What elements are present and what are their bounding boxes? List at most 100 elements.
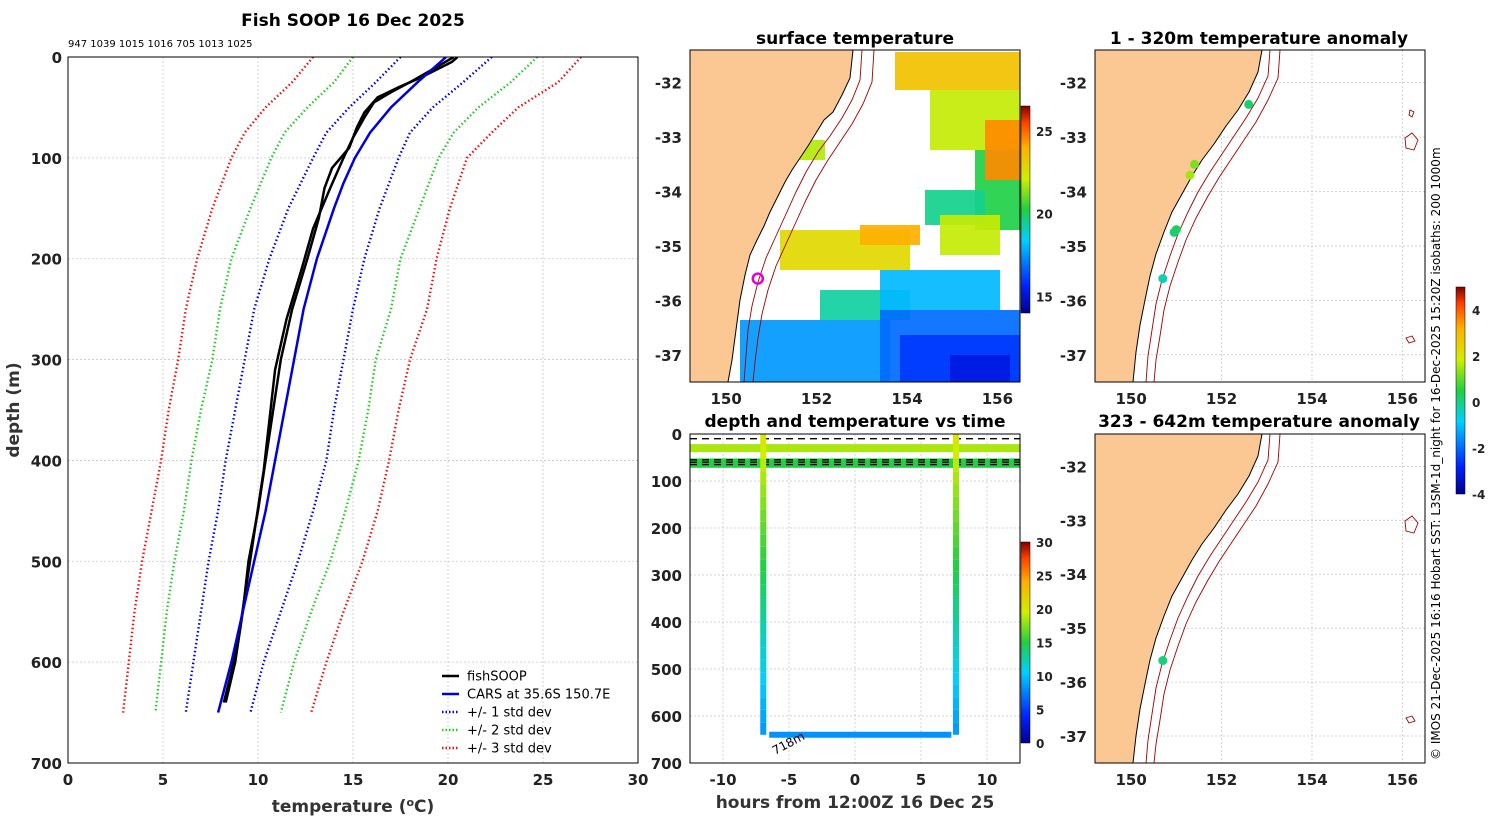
depth-time-track [690,434,1020,738]
anomaly-point [1185,170,1195,180]
seamount-contour [1404,109,1419,344]
anomaly-deep-tick-labels: 150 152 154 156 -32 -33 -34 -35 -36 -37 [1060,458,1418,789]
sst-title: surface temperature [756,29,954,49]
anomaly-shallow-title: 1 - 320m temperature anomaly [1110,29,1408,49]
colorbar-tick-label: 25 [1036,125,1053,139]
colorbar-tick-label: 15 [1036,637,1053,651]
anomaly-deep-axes-box [1094,433,1426,764]
y-tick-label: -32 [655,75,682,93]
anomaly-point [1158,656,1168,666]
profile-xlabel: temperature (oC) [272,796,435,818]
x-tick-label: 20 [438,771,459,789]
colorbar-tick-label: 15 [1036,290,1053,304]
y-tick-label: -36 [655,292,682,310]
y-tick-label: -35 [1060,238,1087,256]
series-line-fishsoop [224,57,459,703]
depth-time-colorbar-ticks: 0 5 10 15 20 25 30 [1036,536,1053,751]
y-tick-label: 700 [651,755,682,773]
y-tick-label: 600 [31,654,62,672]
legend-entry: +/- 3 std dev [467,742,552,757]
sst-map-panel: 150 152 154 156 -32 -33 -34 -35 -36 -37 surface t… [655,29,1053,408]
series-line--2-std-dev [279,57,539,713]
sst-colorbar [1020,105,1031,314]
y-tick-label: 300 [651,567,682,585]
profile-subtitle: 947 1039 1015 1016 705 1013 1025 [68,39,253,50]
y-tick-label: 0 [52,49,62,67]
y-tick-label: -34 [1060,184,1087,202]
colorbar-tick-label: 20 [1036,603,1053,617]
legend-entry: fishSOOP [467,670,527,685]
colorbar-tick-label: 20 [1036,208,1053,222]
series-line--3-std-dev [121,57,315,713]
sst-patch [950,355,1010,382]
y-tick-label: 100 [31,150,62,168]
depth-time-axes-box [689,433,1021,764]
profile-title: Fish SOOP 16 Dec 2025 [241,11,465,31]
colorbar-tick-label: 5 [1036,704,1044,718]
x-tick-label: 150 [711,390,742,408]
depth-time-xlabel: hours from 12:00Z 16 Dec 25 [716,793,995,813]
anomaly-colorbar [1455,286,1466,495]
colorbar-tick-label: 4 [1472,304,1480,318]
colorbar-tick-label: 2 [1472,350,1480,364]
anomaly-shallow-axes-box [1094,49,1426,383]
surface-band [690,444,1020,453]
sst-tick-labels: 150 152 154 156 -32 -33 -34 -35 -36 -37 [655,75,1013,408]
sst-field [740,52,1020,382]
sst-patch [860,225,920,245]
cast-location-marker [751,272,765,285]
series-line--1-std-dev [249,57,493,713]
y-tick-label: -34 [1060,566,1087,584]
anomaly-deep-points [1158,656,1168,666]
x-tick-label: 5 [158,771,168,789]
land-mask [1095,50,1263,382]
profile-legend: fishSOOP CARS at 35.6S 150.7E +/- 1 std de… [442,670,610,757]
y-tick-label: -37 [655,347,682,365]
legend-entry: CARS at 35.6S 150.7E [467,688,610,703]
land-mask [690,50,854,382]
series-line-cars-at-35-6s-150-7e [216,57,447,713]
x-tick-label: 152 [1206,771,1237,789]
x-tick-label: 0 [63,771,73,789]
colorbar-tick-label: 0 [1036,737,1044,751]
sst-axes-box [689,49,1021,383]
x-tick-label: 156 [1387,771,1418,789]
credit-text: © IMOS 21-Dec-2025 16:16 Hobart SST: L3S… [1429,147,1443,760]
y-tick-label: 0 [672,426,682,444]
y-tick-label: -37 [1060,347,1087,365]
isobath-1000m [1153,50,1281,382]
y-tick-label: 200 [651,520,682,538]
depth-time-colorbar [1020,541,1031,744]
anomaly-colorbar-ticks: -4 -2 0 2 4 [1472,304,1485,502]
y-tick-label: 400 [651,614,682,632]
isobath-200m [1145,50,1271,382]
profile-lines [121,57,582,713]
isobath-200m [1145,434,1271,763]
land-mask [1095,434,1263,763]
x-tick-label: 156 [982,390,1013,408]
y-tick-label: -33 [655,129,682,147]
colorbar-tick-label: 10 [1036,670,1053,684]
colorbar-tick-label: 25 [1036,570,1053,584]
legend-entry: +/- 1 std dev [467,706,552,721]
y-tick-label: 500 [651,661,682,679]
x-tick-label: 15 [343,771,364,789]
anomaly-point [1169,227,1179,237]
anomaly-deep-grid [1095,434,1425,763]
anomaly-point [1158,274,1168,284]
y-tick-label: 600 [651,708,682,726]
x-tick-label: 25 [533,771,554,789]
y-tick-label: -33 [1060,512,1087,530]
y-tick-label: 700 [31,755,62,773]
series-line--2-std-dev [154,57,354,713]
sst-patch [880,270,1000,310]
y-tick-label: 500 [31,553,62,571]
x-tick-label: 150 [1116,390,1147,408]
colorbar-tick-label: 0 [1472,396,1480,410]
profile-ylabel: depth (m) [4,362,24,457]
x-tick-label: 0 [850,771,860,789]
series-line-fishsoop-cast-2- [222,57,455,703]
